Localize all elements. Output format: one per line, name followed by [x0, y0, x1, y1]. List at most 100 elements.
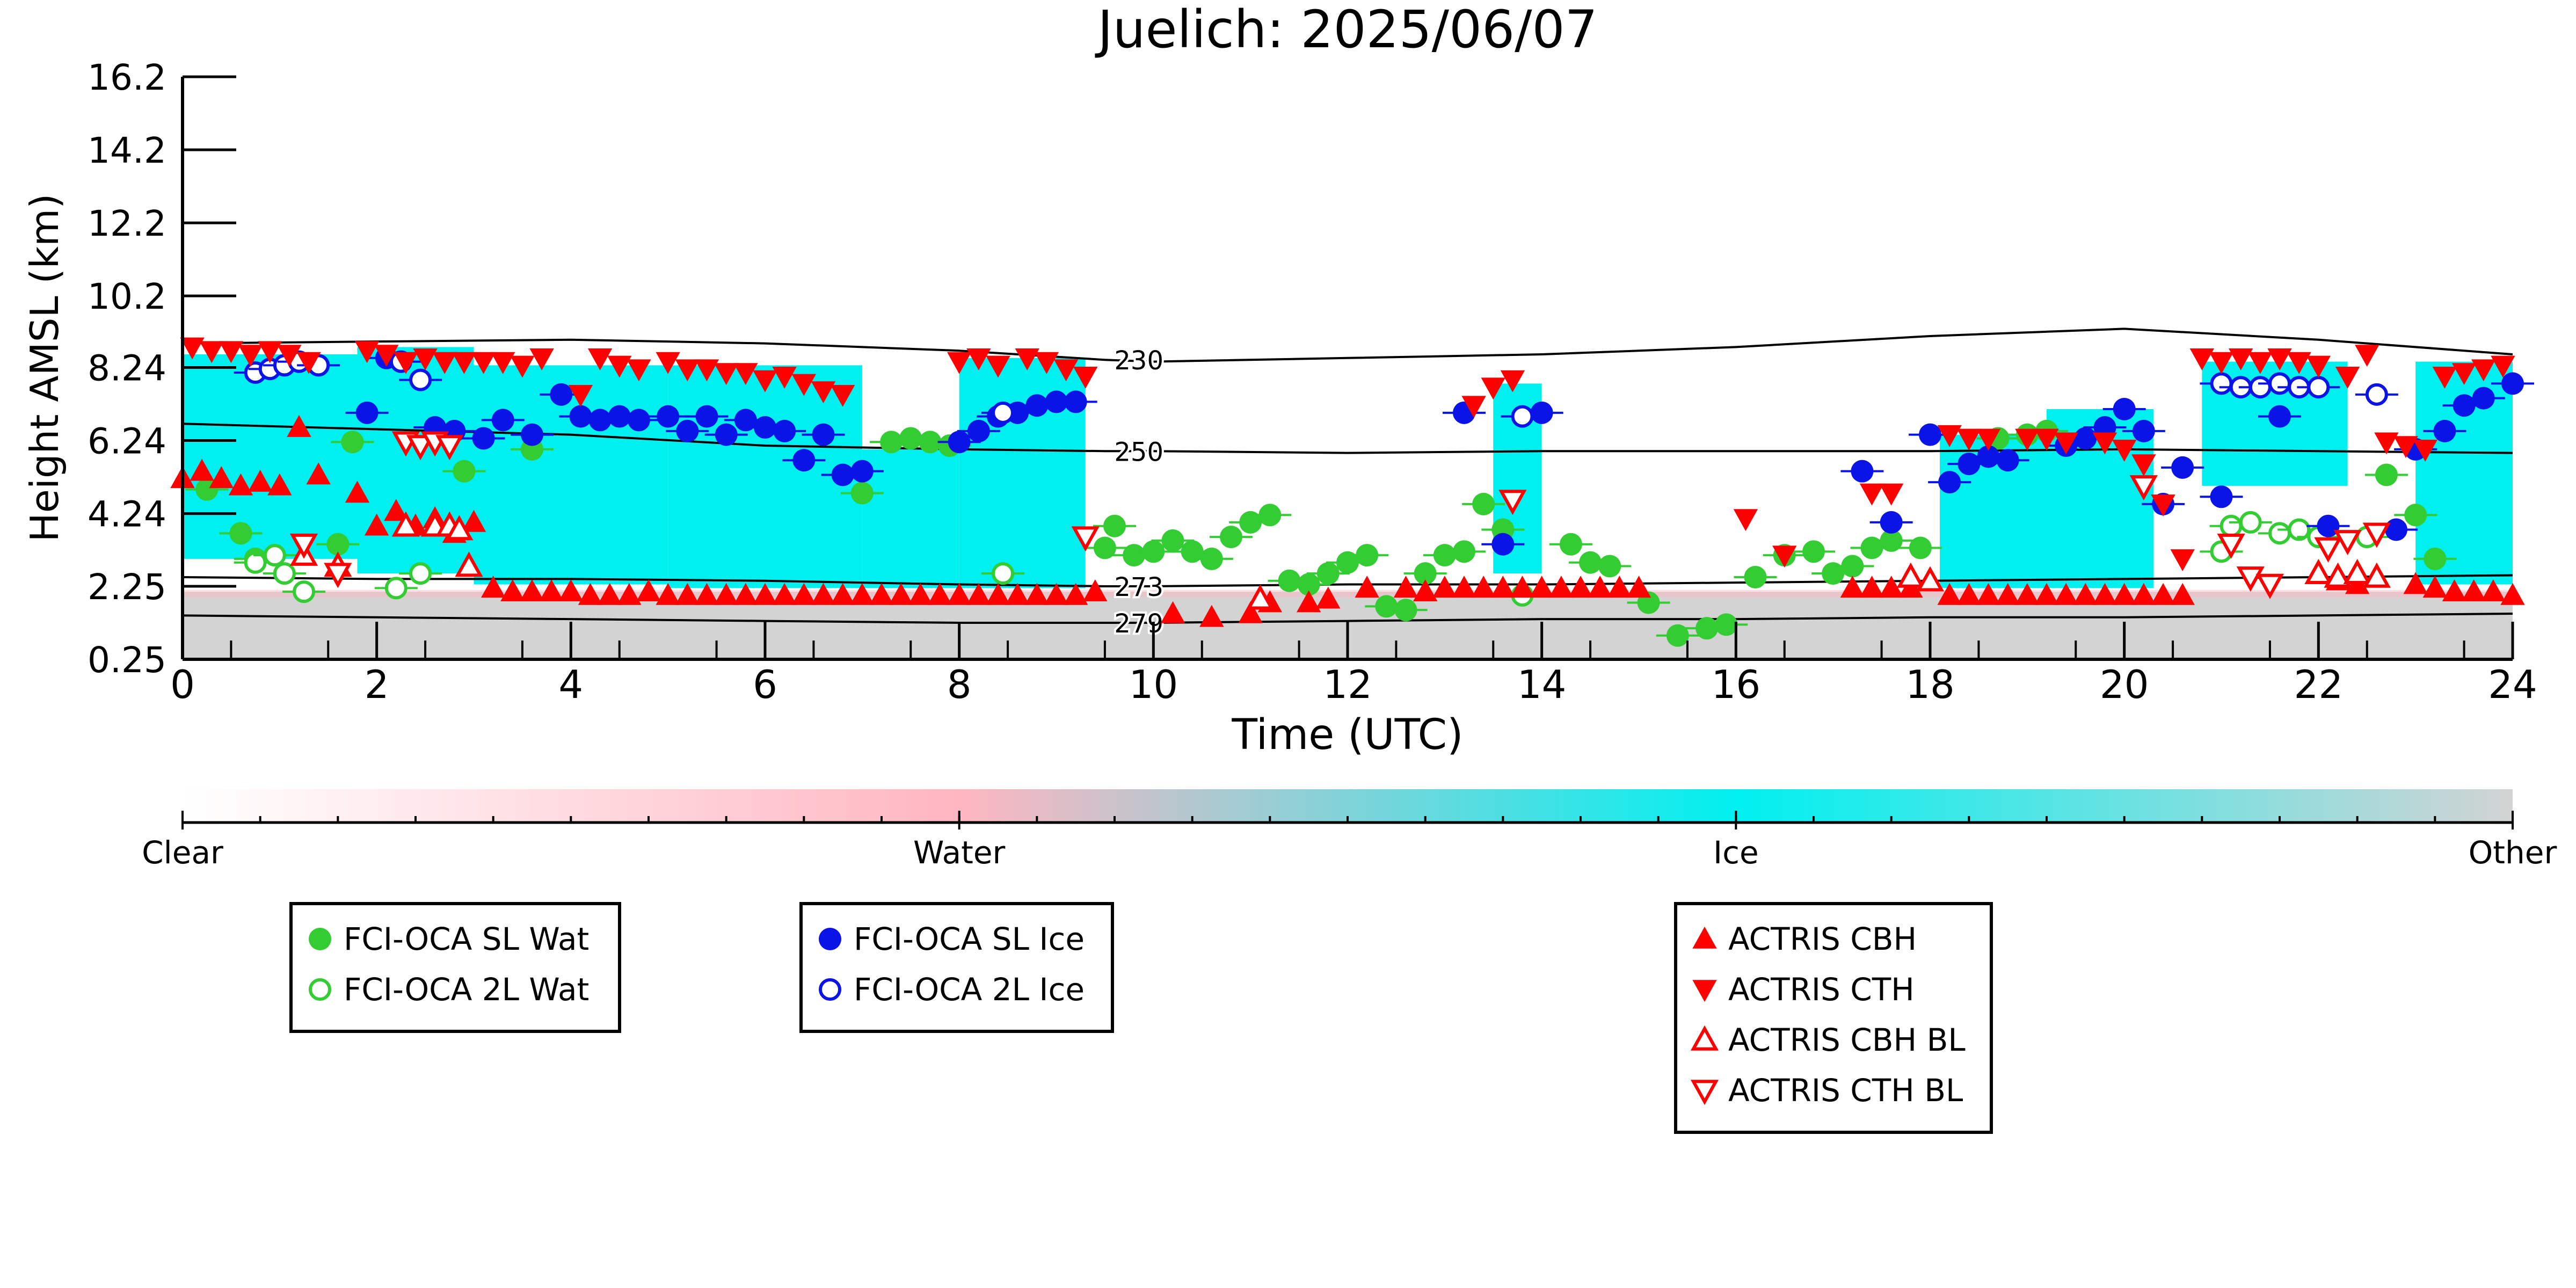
data-point [1064, 390, 1087, 413]
data-point [391, 511, 420, 537]
data-point [2432, 367, 2457, 389]
data-point [1511, 405, 1534, 428]
data-point [1375, 595, 1398, 618]
legend-box [1674, 902, 1993, 1134]
data-point [1393, 576, 1418, 598]
data-point [2112, 583, 2137, 605]
data-point [244, 551, 267, 574]
data-point [1500, 370, 1525, 392]
data-point [1879, 576, 1904, 598]
data-point [1034, 352, 1059, 374]
data-point [309, 928, 331, 950]
data-point [1073, 367, 1098, 389]
data-point [1394, 599, 1417, 622]
legend-entry-label: ACTRIS CBH BL [1728, 1022, 1966, 1058]
plot-area: 230 250 273 279 0.25 2.25 4.24 6.24 8.24 10.2 12.2… [88, 57, 2537, 707]
legend-entry-label: ACTRIS CBH [1728, 921, 1917, 957]
data-point [324, 563, 352, 588]
data-point [2220, 514, 2243, 537]
data-point [2131, 454, 2156, 477]
data-point [1896, 562, 1925, 588]
data-point [1297, 573, 1320, 596]
data-point [2481, 579, 2506, 601]
data-point [384, 577, 407, 600]
data-point [588, 409, 612, 432]
data-point [831, 463, 854, 486]
data-point [1938, 471, 1961, 494]
data-point [2451, 363, 2477, 385]
data-point [568, 385, 593, 407]
y-tick-label: 8.24 [88, 347, 166, 389]
data-point [753, 370, 777, 392]
data-point [1200, 547, 1223, 570]
data-point [676, 419, 699, 442]
data-point [791, 583, 817, 605]
data-point [1123, 544, 1146, 567]
data-point [792, 449, 816, 472]
series-actris-cbh [170, 414, 2525, 627]
data-point [1529, 576, 1554, 598]
data-point [1880, 529, 1903, 552]
data-point [2248, 352, 2273, 374]
data-point [2015, 583, 2040, 605]
colorbar-label: Ice [1713, 834, 1759, 871]
x-tick-label: 8 [947, 662, 972, 707]
data-point [2365, 383, 2388, 406]
data-point [2307, 376, 2330, 399]
data-point [471, 352, 496, 374]
data-point [569, 405, 592, 428]
data-point [617, 583, 642, 605]
colorbar-label: Water [913, 834, 1006, 871]
data-point [1666, 624, 1689, 647]
y-tick-label: 14.2 [88, 130, 166, 171]
data-point [2304, 558, 2333, 584]
isotherm-line [182, 574, 2513, 587]
data-point [1356, 544, 1379, 567]
data-point [1733, 509, 1758, 532]
data-point [435, 435, 464, 461]
data-point [869, 583, 894, 605]
data-point [986, 583, 1010, 605]
data-point [199, 341, 224, 363]
isotherm-label: 279 [1114, 609, 1163, 639]
data-point [675, 359, 700, 382]
x-tick-label: 18 [1905, 662, 1955, 707]
data-point [1692, 980, 1717, 1002]
data-point [1481, 377, 1505, 400]
data-point [889, 583, 913, 605]
data-point [306, 462, 331, 485]
data-point [811, 583, 836, 605]
data-point [2151, 583, 2175, 605]
data-point [258, 341, 282, 363]
data-point [830, 583, 855, 605]
data-point [850, 460, 874, 483]
data-point [2461, 579, 2486, 601]
data-point [2209, 352, 2234, 374]
x-tick-label: 12 [1323, 662, 1372, 707]
data-point [2424, 547, 2447, 570]
data-point [384, 499, 409, 521]
data-point [1336, 551, 1359, 574]
data-point [2374, 432, 2399, 455]
data-point [1452, 576, 1476, 598]
data-point [1296, 590, 1321, 613]
data-point [1083, 579, 1108, 601]
data-point [627, 409, 650, 432]
data-point [529, 348, 554, 370]
data-point [1015, 348, 1039, 370]
data-point [277, 345, 302, 367]
data-point [413, 348, 438, 370]
data-point [753, 583, 777, 605]
data-point [734, 409, 757, 432]
data-point [1453, 540, 1475, 563]
data-point [733, 583, 758, 605]
data-point [1579, 551, 1602, 574]
data-point [2324, 562, 2352, 588]
data-point [2129, 475, 2158, 501]
data-point [2189, 348, 2215, 370]
data-point [967, 419, 990, 442]
x-tick-label: 6 [753, 662, 777, 707]
data-point [2170, 549, 2195, 571]
data-point [1024, 583, 1050, 605]
data-point [2268, 522, 2291, 545]
